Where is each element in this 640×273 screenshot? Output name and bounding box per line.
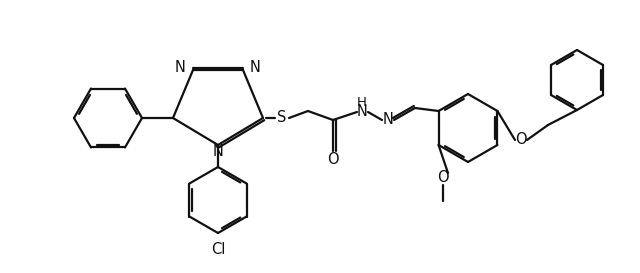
Text: N: N	[212, 144, 223, 159]
Text: Cl: Cl	[211, 242, 225, 257]
Text: H: H	[357, 96, 367, 109]
Text: N: N	[356, 105, 367, 120]
Text: O: O	[515, 132, 527, 147]
Text: N: N	[250, 61, 261, 76]
Text: O: O	[327, 152, 339, 167]
Text: N: N	[175, 61, 186, 76]
Text: N: N	[383, 112, 394, 127]
Text: S: S	[277, 111, 287, 126]
Text: O: O	[437, 171, 449, 185]
